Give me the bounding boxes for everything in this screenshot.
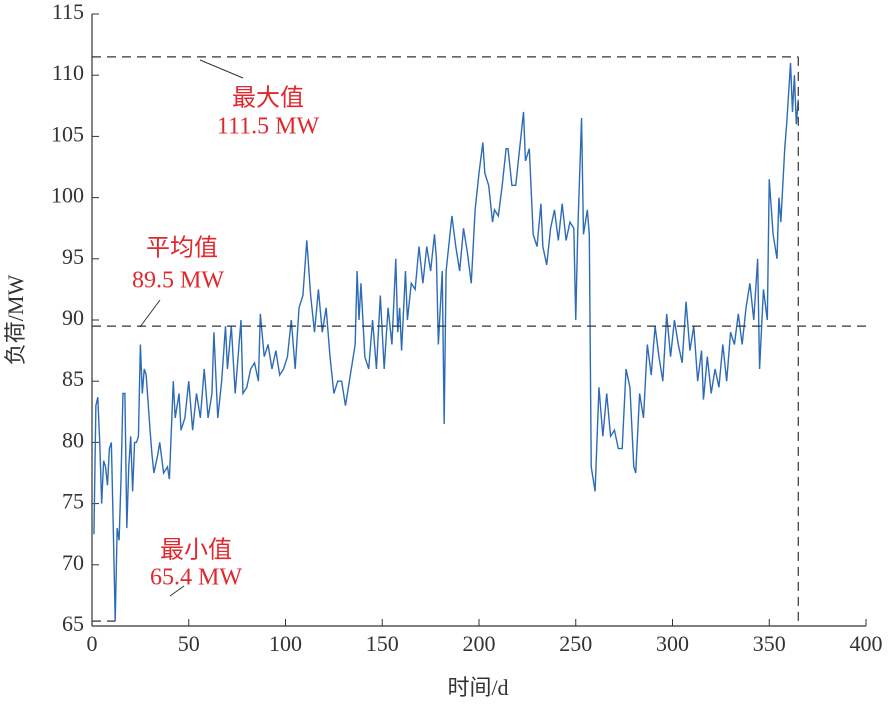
annotation: 最小值 (160, 537, 232, 564)
y-tick-label: 65 (62, 611, 84, 636)
x-tick-label: 400 (850, 631, 883, 656)
y-tick-label: 80 (62, 427, 84, 452)
x-tick-label: 150 (366, 631, 399, 656)
x-tick-label: 300 (656, 631, 689, 656)
data-line (93, 62, 799, 622)
leader-line (139, 299, 161, 328)
y-axis-title: 负荷/MW (3, 275, 28, 366)
x-tick-label: 50 (178, 631, 200, 656)
annotation: 最大值 (232, 85, 304, 112)
y-tick-label: 105 (51, 121, 84, 146)
x-tick-label: 350 (753, 631, 786, 656)
leader-line (169, 585, 185, 597)
x-tick-label: 100 (269, 631, 302, 656)
x-axis-title: 时间/d (447, 675, 508, 700)
y-tick-label: 110 (52, 60, 84, 85)
annotation: 平均值 (146, 235, 218, 262)
y-tick-label: 100 (51, 183, 84, 208)
leader-line (199, 59, 244, 79)
y-tick-label: 90 (62, 305, 84, 330)
annotation: 111.5 MW (217, 114, 320, 140)
annotation: 65.4 MW (150, 565, 242, 591)
y-tick-label: 115 (52, 0, 84, 24)
y-tick-label: 95 (62, 244, 84, 269)
y-tick-label: 85 (62, 366, 84, 391)
y-tick-label: 75 (62, 489, 84, 514)
x-tick-label: 200 (463, 631, 496, 656)
x-tick-label: 0 (87, 631, 98, 656)
x-tick-label: 250 (559, 631, 592, 656)
annotation: 89.5 MW (132, 268, 224, 294)
y-tick-label: 70 (62, 550, 84, 575)
